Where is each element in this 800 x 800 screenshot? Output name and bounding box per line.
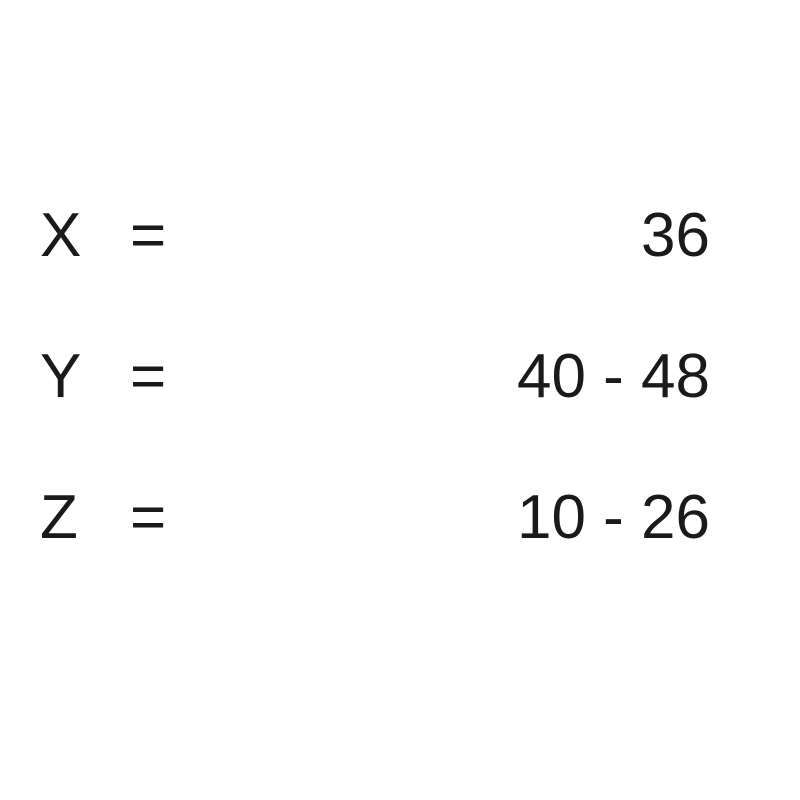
dimension-value: 10 - 26 bbox=[190, 482, 740, 553]
dimension-value: 40 - 48 bbox=[190, 341, 740, 412]
equals-sign: = bbox=[110, 341, 190, 412]
variable-label: Y bbox=[40, 341, 110, 412]
table-row: Y = 40 - 48 bbox=[40, 341, 740, 412]
dimension-value: 36 bbox=[190, 200, 740, 271]
variable-label: Z bbox=[40, 482, 110, 553]
dimensions-table: X = 36 Y = 40 - 48 Z = 10 - 26 bbox=[40, 200, 740, 623]
table-row: Z = 10 - 26 bbox=[40, 482, 740, 553]
equals-sign: = bbox=[110, 482, 190, 553]
variable-label: X bbox=[40, 200, 110, 271]
table-row: X = 36 bbox=[40, 200, 740, 271]
equals-sign: = bbox=[110, 200, 190, 271]
